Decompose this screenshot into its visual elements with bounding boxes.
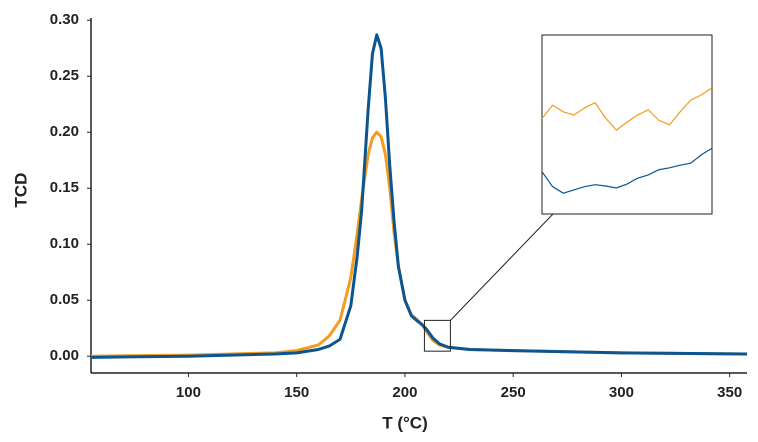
inset-line — [541, 147, 713, 194]
x-tick-label: 300 — [609, 384, 634, 401]
x-tick-label: 100 — [176, 384, 201, 401]
inset-frame — [541, 34, 713, 215]
y-tick-label: 0.10 — [50, 235, 79, 252]
zoom-box — [423, 319, 451, 352]
x-tick-label: 150 — [284, 384, 309, 401]
y-tick-label: 0.15 — [50, 179, 79, 196]
y-tick-label: 0.05 — [50, 291, 79, 308]
x-tick-label: 350 — [717, 384, 742, 401]
x-tick-label: 200 — [392, 384, 417, 401]
y-tick-label: 0.25 — [50, 67, 79, 84]
inset-line — [541, 87, 713, 131]
y-tick-label: 0.30 — [50, 11, 79, 28]
y-tick-label: 0.00 — [50, 347, 79, 364]
x-axis-label: T (°C) — [382, 413, 428, 432]
series-line — [90, 33, 748, 359]
zoom-connector — [450, 213, 554, 321]
x-tick-label: 250 — [501, 384, 526, 401]
y-axis-label: TCD — [11, 173, 30, 208]
y-tick-label: 0.20 — [50, 123, 79, 140]
